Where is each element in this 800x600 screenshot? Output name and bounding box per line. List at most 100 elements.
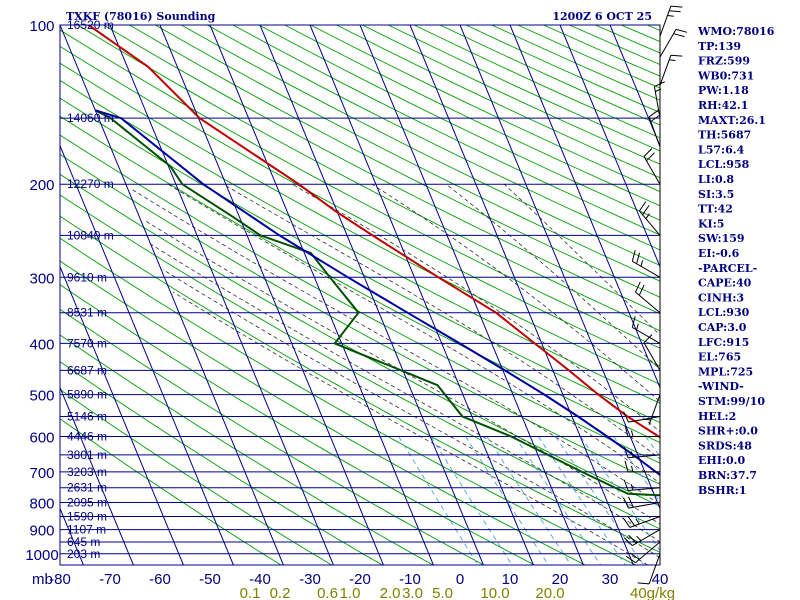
wind-barb-16 — [643, 148, 661, 185]
mixing-ratio-line-7 — [580, 436, 660, 552]
mixing-ratio-label-5: 3.0 — [402, 585, 423, 600]
dry-adiabat-10 — [60, 173, 660, 507]
isotherm-10 — [509, 25, 660, 389]
mixing-ratio-line-14 — [767, 437, 800, 566]
height-label-6: 7570 m — [67, 336, 107, 350]
pressure-label-200: 200 — [29, 177, 54, 194]
temp-label-7: -10 — [399, 571, 421, 588]
dry-adiabat-20 — [103, 25, 660, 315]
index-line-27: SHR+:0.0 — [698, 425, 758, 438]
index-line-19: LCL:930 — [698, 306, 750, 319]
isotherm-0 — [459, 25, 660, 510]
height-label-13: 2631 m — [67, 481, 107, 495]
profile-series — [87, 25, 660, 497]
height-label-4: 9610 m — [67, 270, 107, 284]
parcel-profile-line — [95, 109, 660, 477]
mixing-ratio-label-3: 1.0 — [340, 585, 361, 600]
index-line-6: MAXT:26.1 — [698, 114, 766, 127]
dry-adiabat-5 — [60, 284, 535, 565]
height-label-1: 14060 m — [67, 111, 114, 125]
pressure-label-300: 300 — [29, 270, 54, 287]
temp-label-2: -60 — [149, 571, 171, 588]
index-line-25: STM:99/10 — [698, 395, 765, 408]
dry-adiabat-18 — [60, 29, 660, 349]
index-line-17: CAPE:40 — [698, 277, 752, 290]
isotherm--60 — [159, 25, 384, 565]
mixing-ratio-line-0 — [398, 436, 479, 565]
index-line-10: LI:0.8 — [698, 173, 734, 186]
mixing-ratio-line-13 — [744, 437, 800, 566]
height-label-16: 1107 m — [67, 523, 106, 537]
wind-barb-18 — [653, 81, 666, 119]
dry-adiabat-7 — [60, 237, 637, 565]
temp-label-4: -40 — [249, 571, 271, 588]
wind-barb-17 — [648, 109, 661, 148]
wind-barb-9 — [623, 411, 661, 423]
dry-adiabat-38 — [569, 25, 660, 65]
pressure-label-1000: 1000 — [25, 547, 58, 564]
index-line-4: PW:1.18 — [698, 84, 749, 97]
wind-barb-20 — [659, 28, 688, 58]
plot-area — [60, 25, 800, 566]
dry-adiabat-34 — [465, 25, 660, 113]
dry-adiabat-12 — [60, 134, 660, 464]
mixing-ratio-label-1: 0.2 — [270, 585, 291, 600]
wind-barb-13 — [635, 281, 661, 314]
dry-adiabat-9 — [60, 194, 660, 530]
index-line-11: SI:3.5 — [698, 188, 734, 201]
height-label-17: 645 m — [67, 535, 100, 549]
dry-adiabat-14 — [60, 97, 660, 424]
index-line-1: TP:139 — [698, 40, 741, 53]
temp-label-3: -50 — [199, 571, 221, 588]
temp-label-10: 20 — [552, 571, 569, 588]
height-label-12: 3203 m — [67, 465, 107, 479]
index-line-18: CINH:3 — [698, 291, 744, 304]
temp-label-11: 30 — [602, 571, 619, 588]
height-label-5: 8531 m — [67, 306, 107, 320]
isotherms — [60, 25, 660, 565]
index-line-31: BSHR:1 — [698, 484, 747, 497]
pressure-label-700: 700 — [29, 465, 54, 482]
dry-adiabat-0 — [60, 418, 282, 565]
mixing-ratio-label-6: 5.0 — [432, 585, 453, 600]
wind-barb-4 — [623, 496, 661, 509]
dry-adiabat-17 — [60, 45, 660, 367]
pressure-label-900: 900 — [29, 523, 54, 540]
height-label-2: 12270 m — [67, 177, 114, 191]
dry-adiabat-16 — [60, 62, 660, 385]
dry-adiabat-8 — [60, 215, 660, 553]
index-line-3: WB0:731 — [697, 69, 754, 82]
dry-adiabat-6 — [60, 260, 586, 565]
chart-title: TXKF (78016) Sounding — [66, 10, 216, 23]
moist-adiabat-0 — [172, 291, 648, 565]
index-line-9: LCL:958 — [698, 158, 750, 171]
dry-adiabat-15 — [60, 79, 660, 404]
wind-barb-3 — [622, 516, 661, 528]
wind-barb-0 — [637, 553, 661, 585]
index-line-20: CAP:3.0 — [698, 321, 747, 334]
dry-adiabat-19 — [77, 25, 660, 332]
height-label-9: 5146 m — [67, 410, 107, 424]
height-label-11: 3801 m — [67, 448, 107, 462]
temp-label-6: -20 — [349, 571, 371, 588]
isotherm-30 — [609, 25, 660, 148]
height-labels: 16520 m 14060 m 12270 m 10840 m 9610 m 8531 m… — [67, 18, 114, 561]
moist-adiabat-5 — [167, 183, 660, 484]
index-line-5: RH:42.1 — [698, 99, 748, 112]
temp-label-1: -70 — [99, 571, 121, 588]
mixing-ratio-line-6 — [555, 436, 644, 565]
temp-label-8: 0 — [456, 571, 464, 588]
index-line-14: SW:159 — [698, 232, 745, 245]
wind-barb-10 — [644, 394, 661, 425]
index-line-29: EHI:0.0 — [698, 454, 745, 467]
index-line-30: BRN:37.7 — [698, 469, 757, 482]
wind-barb-12 — [631, 316, 661, 344]
index-line-12: TT:42 — [698, 203, 733, 216]
wind-barb-11 — [643, 334, 661, 371]
mixing-ratio-labels: 0.1 0.2 0.6 1.0 2.0 3.0 5.0 10.0 20.0 — [240, 585, 565, 600]
pressure-unit-label: mb — [32, 571, 53, 588]
dry-adiabat-21 — [129, 25, 660, 298]
wind-barb-6 — [624, 460, 660, 473]
dry-adiabat-4 — [60, 308, 485, 565]
